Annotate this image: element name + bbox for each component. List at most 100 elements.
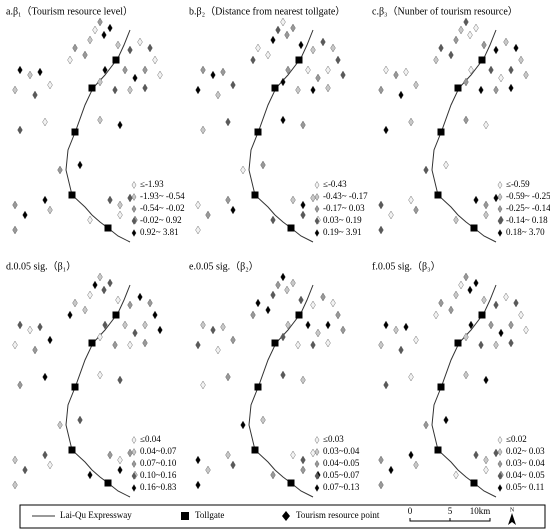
resource-point (467, 30, 473, 40)
resource-point (27, 325, 33, 335)
resource-point (448, 50, 454, 60)
resource-point (270, 290, 276, 300)
resource-point (127, 300, 133, 310)
resource-point (497, 217, 503, 225)
expressway (248, 29, 314, 243)
resource-point (478, 85, 484, 95)
resource-point (107, 450, 113, 460)
resource-point (378, 225, 384, 235)
resource-point (314, 229, 320, 237)
resource-point (488, 320, 494, 330)
resource-point (310, 45, 316, 55)
resource-point (152, 310, 158, 320)
tollgate (88, 84, 96, 92)
resource-point (473, 450, 479, 460)
resource-point (463, 332, 469, 342)
legend-label: 0.03~ 0.19 (323, 215, 362, 225)
resource-point (315, 328, 321, 338)
resource-point (142, 338, 148, 348)
tollgate (104, 479, 112, 487)
resource-point (275, 25, 281, 35)
resource-point (388, 465, 394, 475)
resource-point (300, 120, 306, 130)
resource-point (142, 83, 148, 93)
resource-point (42, 450, 48, 460)
tollgate (112, 56, 120, 64)
resource-point (310, 340, 316, 350)
resource-point (205, 465, 211, 475)
resource-point (325, 83, 331, 93)
resource-point (147, 298, 153, 308)
resource-point (393, 70, 399, 80)
legend-label: 0.19~ 3.91 (323, 227, 362, 237)
resource-point (320, 37, 326, 47)
resource-point (57, 165, 63, 175)
scale-label: 0 (408, 506, 413, 516)
resource-point (200, 125, 206, 135)
resource-point (408, 117, 414, 127)
resource-point (443, 160, 449, 170)
tollgate (271, 84, 279, 92)
resource-point (408, 195, 414, 205)
resource-point (493, 85, 499, 95)
panel-title: a.β₁（Tourism resource level） (6, 5, 133, 17)
legend-label: -1.93~ -0.54 (140, 191, 185, 201)
resource-point (97, 77, 103, 87)
resource-point (27, 70, 33, 80)
resource-point (230, 80, 236, 90)
tollgate (251, 446, 259, 454)
resource-point (195, 455, 201, 465)
resource-point (448, 305, 454, 315)
legend-label: ≤-0.43 (323, 179, 347, 189)
resource-point (280, 17, 286, 27)
resource-point (340, 325, 346, 335)
resource-point (433, 55, 439, 65)
resource-point (325, 320, 331, 330)
resource-point (210, 70, 216, 80)
resource-point (92, 25, 98, 35)
resource-point (200, 65, 206, 75)
resource-point (240, 420, 246, 430)
resource-point (157, 70, 163, 80)
resource-point (195, 340, 201, 350)
resource-point (97, 332, 103, 342)
resource-point (458, 280, 464, 290)
resource-point (101, 30, 107, 40)
resource-point (463, 77, 469, 87)
resource-point (22, 465, 28, 475)
resource-point (290, 23, 296, 33)
resource-point (473, 278, 479, 288)
resource-point (12, 455, 18, 465)
resource-point (468, 320, 474, 330)
resource-point (142, 65, 148, 75)
legend-label: 0.10~0.16 (140, 470, 177, 480)
resource-point (122, 65, 128, 75)
resource-point (305, 320, 311, 330)
resource-point (77, 160, 83, 170)
resource-point (37, 67, 43, 77)
resource-point (47, 80, 53, 90)
resource-point (72, 43, 78, 53)
tollgate (470, 224, 478, 232)
resource-point (255, 43, 261, 53)
resource-point (453, 215, 459, 225)
resource-point (483, 210, 489, 220)
resource-point (285, 320, 291, 330)
resource-point (300, 375, 306, 385)
resource-point (478, 340, 484, 350)
resource-point (131, 217, 137, 225)
tollgate (295, 311, 303, 319)
resource-point (438, 43, 444, 53)
tollgate (68, 446, 76, 454)
resource-point (483, 465, 489, 475)
resource-point (314, 181, 320, 189)
resource-point (131, 484, 137, 492)
resource-point (260, 160, 266, 170)
resource-point (523, 325, 529, 335)
resource-point (112, 340, 118, 350)
resource-point (493, 300, 499, 310)
resource-point (195, 200, 201, 210)
resource-point (115, 40, 121, 50)
tollgate (437, 383, 445, 391)
resource-point (220, 67, 226, 77)
